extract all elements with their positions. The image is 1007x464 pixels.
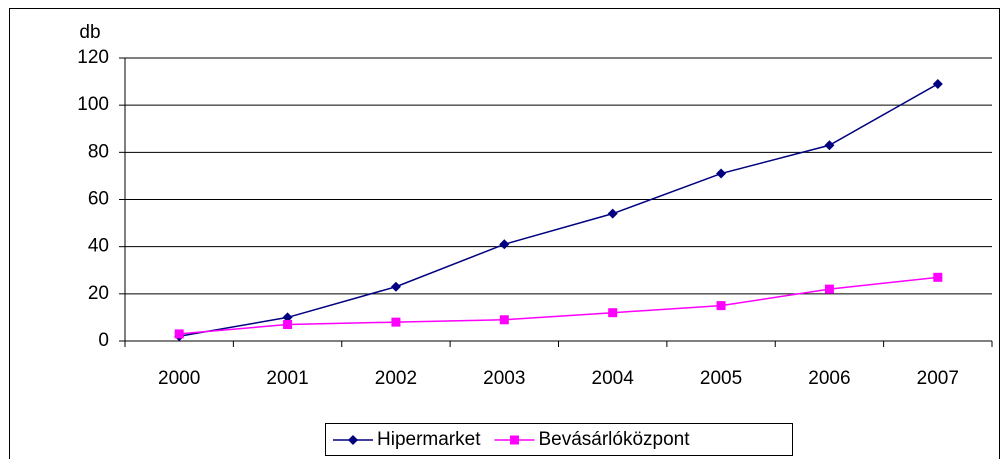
data-point [283,319,293,329]
data-point [824,140,835,151]
x-tick-label: 2000 [158,368,200,389]
y-tick-label: 20 [88,283,109,304]
legend-label: Hipermarket [377,429,481,450]
data-point [933,272,943,282]
x-tick-label: 2005 [700,368,742,389]
data-point [499,315,509,325]
data-point [716,301,726,311]
x-tick-label: 2003 [483,368,525,389]
legend-label: Bevásárlóközpont [538,429,690,450]
y-tick-label: 100 [77,94,109,115]
data-point [608,308,618,318]
y-tick-label: 40 [88,236,109,257]
data-point [824,284,834,294]
data-point [716,168,727,179]
x-tick-label: 2006 [808,368,850,389]
y-tick-label: 0 [98,330,109,351]
x-tick-label: 2007 [917,368,959,389]
y-tick-label: 80 [88,141,109,162]
data-point [390,281,401,292]
legend-box [325,423,793,456]
y-axis-label: db [79,22,100,43]
series-line [179,83,939,338]
legend-marker [509,435,519,445]
data-point [174,329,184,339]
x-tick-label: 2002 [375,368,417,389]
x-tick-label: 2001 [266,368,308,389]
chart-border [9,8,1000,464]
legend-marker [348,435,358,445]
data-point [282,312,293,323]
y-tick-label: 120 [77,47,109,68]
data-point [932,78,943,89]
series-line [179,276,938,335]
x-tick-label: 2004 [592,368,635,389]
y-tick-label: 60 [88,189,109,210]
data-point [607,208,618,219]
data-point [391,317,401,327]
data-point [499,239,510,250]
